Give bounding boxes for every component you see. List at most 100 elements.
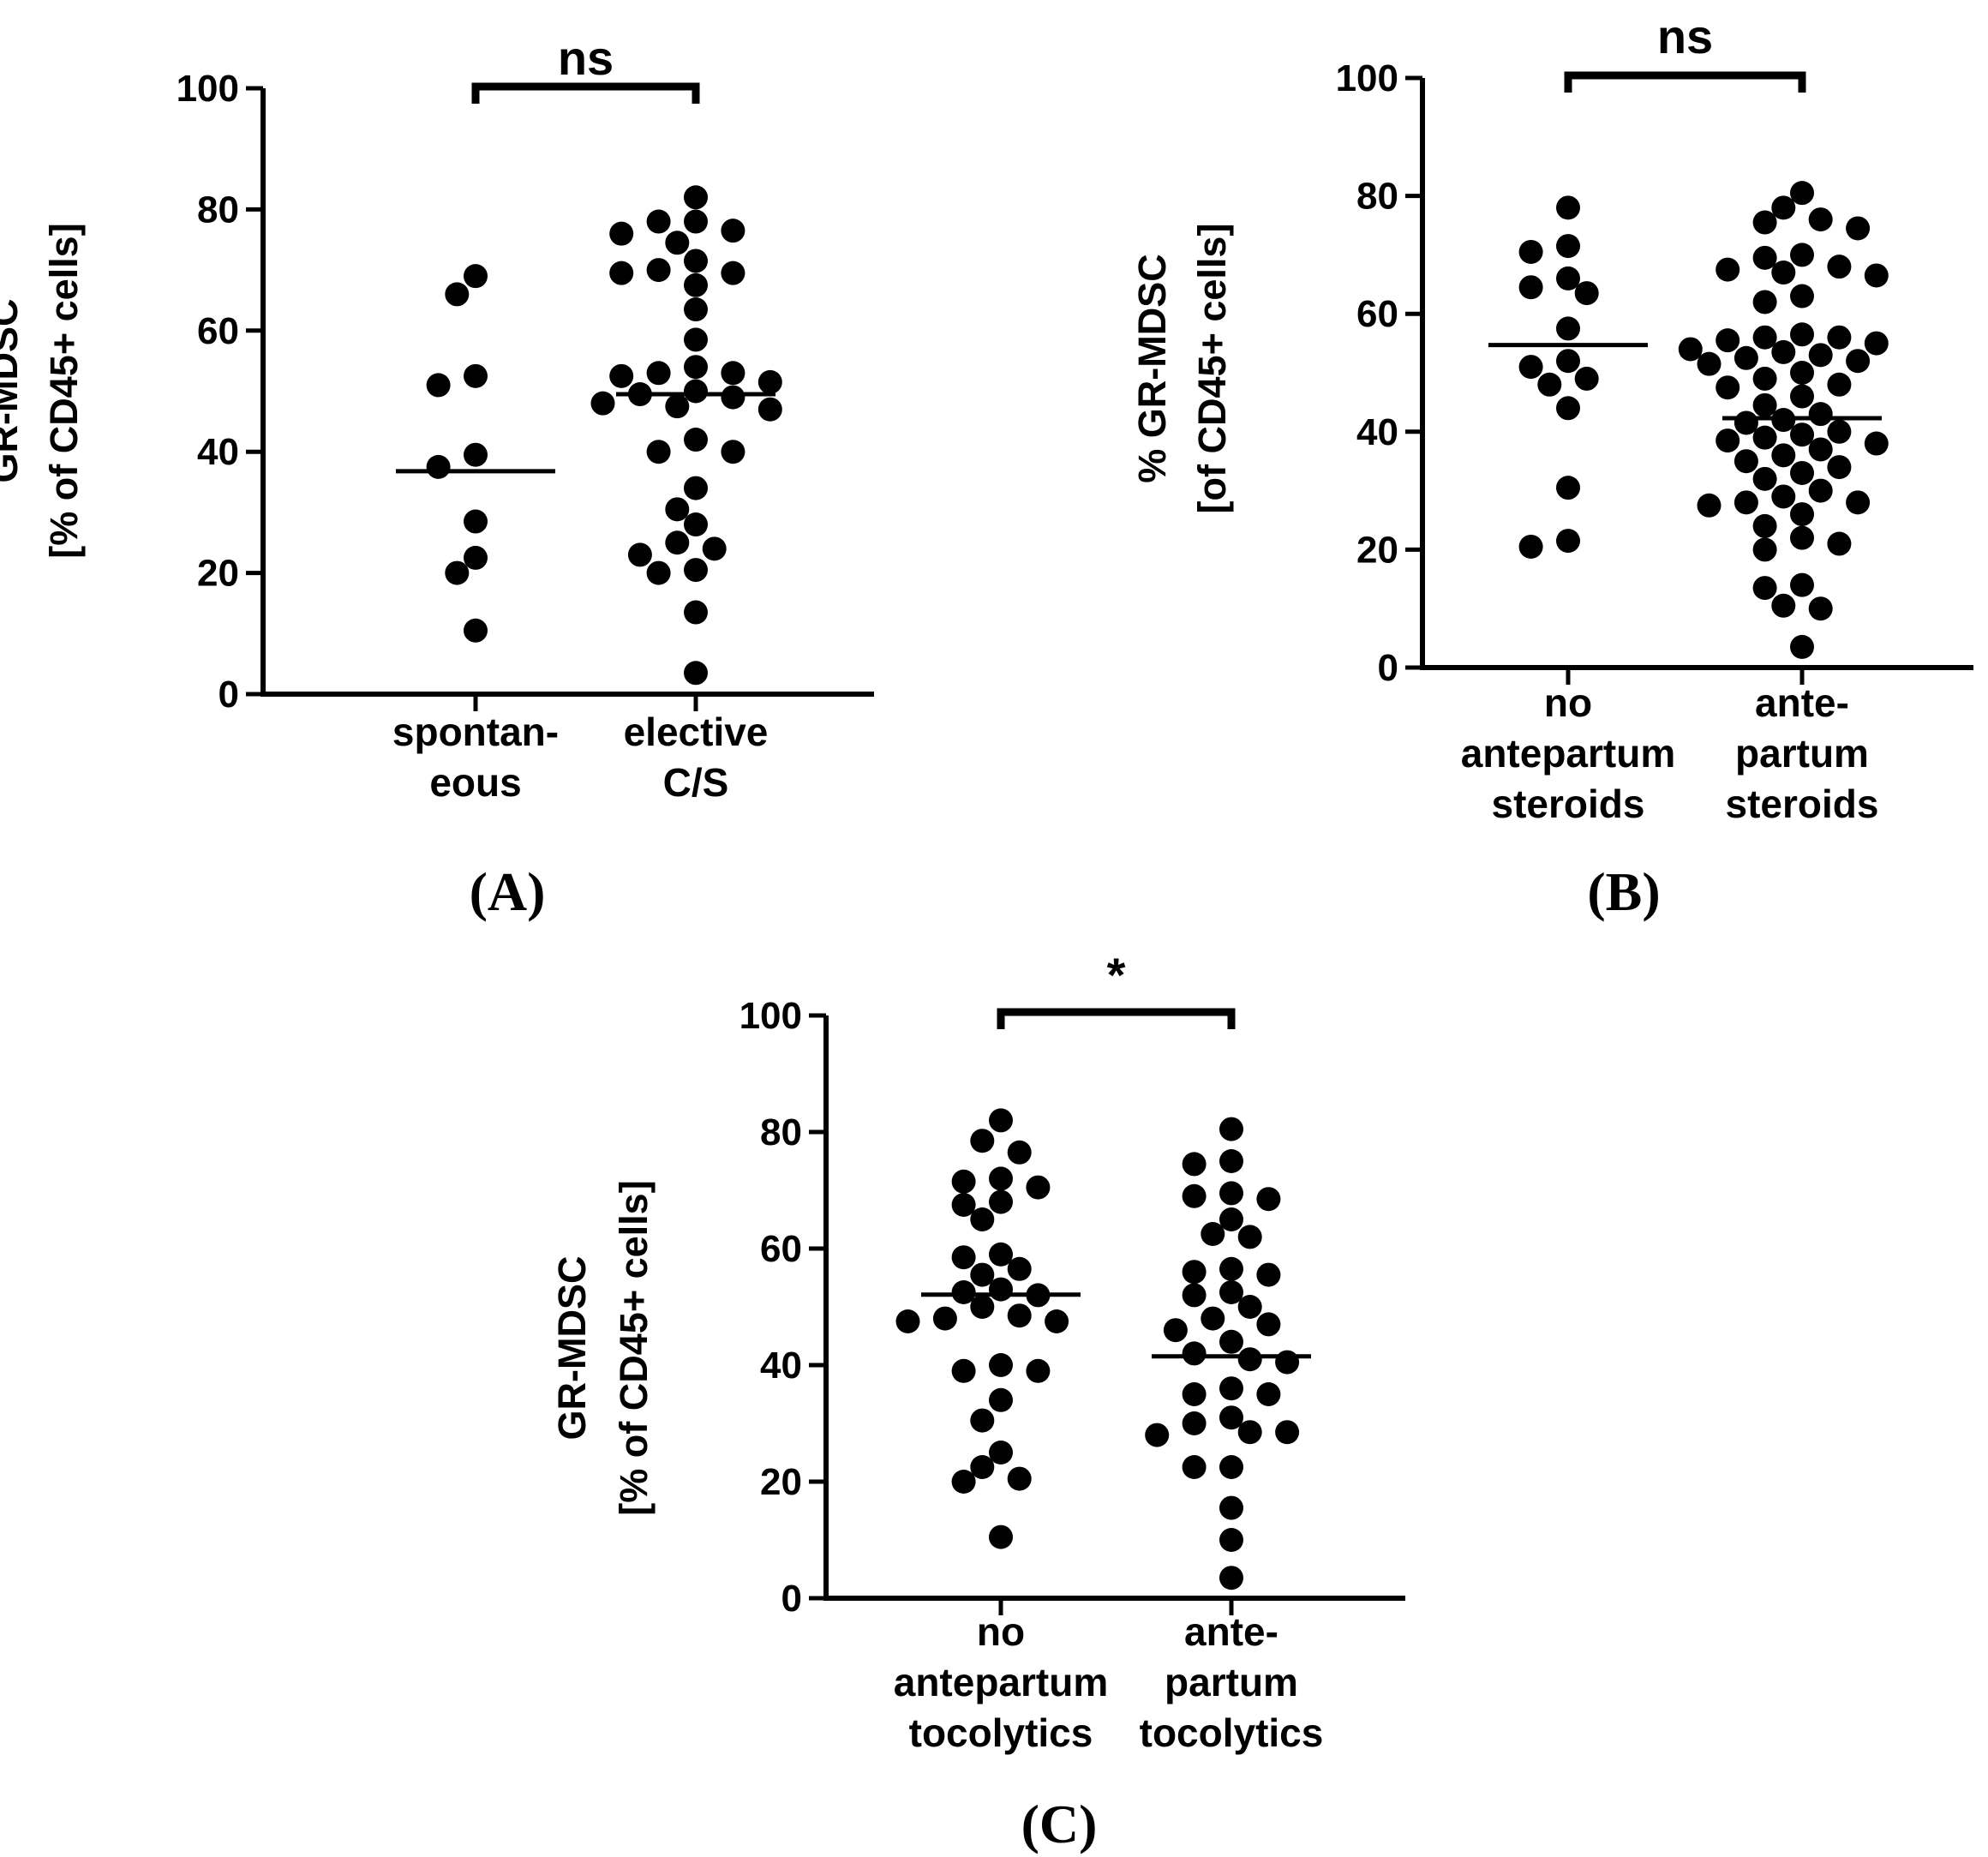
data-point-2 (1771, 484, 1796, 509)
data-point-2 (684, 379, 708, 404)
y-tick-label: 40 (760, 1345, 802, 1387)
data-point-2 (1219, 1117, 1243, 1141)
data-point-2 (1219, 1256, 1243, 1281)
data-point-1 (1537, 372, 1562, 397)
category-label-line: steroids (1726, 782, 1879, 826)
y-axis-title-line: GR-MDSC (0, 299, 26, 483)
data-point-2 (1752, 576, 1777, 601)
y-axis-title-line: [% of CD45+ cells] (612, 1180, 656, 1515)
data-point-2 (1808, 437, 1833, 462)
data-point-2 (1219, 1149, 1243, 1173)
data-point-2 (1237, 1347, 1262, 1372)
data-point-2 (684, 185, 708, 210)
data-point-2 (1771, 339, 1796, 364)
data-point-1 (464, 618, 488, 643)
data-point-2 (684, 273, 708, 297)
data-point-2 (1201, 1306, 1225, 1331)
data-point-2 (1182, 1152, 1207, 1177)
data-point-2 (1237, 1420, 1262, 1445)
data-point-2 (1256, 1382, 1281, 1406)
significance-bracket (471, 82, 700, 104)
data-point-2 (1734, 410, 1758, 435)
data-point-2 (1182, 1455, 1207, 1479)
data-point-1 (989, 1166, 1013, 1191)
data-point-1 (951, 1193, 976, 1217)
data-point-2 (1256, 1312, 1281, 1337)
data-point-2 (684, 476, 708, 500)
significance-bracket (1564, 71, 1806, 93)
category-label-line: antepartum (1461, 731, 1675, 776)
data-point-2 (646, 258, 671, 283)
y-tick-label: 40 (197, 431, 239, 473)
data-point-2 (1219, 1280, 1243, 1304)
data-point-2 (1808, 207, 1833, 232)
data-point-2 (1219, 1329, 1243, 1354)
data-point-2 (1697, 351, 1722, 376)
data-point-2 (1827, 325, 1852, 350)
data-point-2 (1734, 345, 1758, 370)
data-point-2 (1716, 375, 1740, 400)
data-point-2 (1790, 502, 1814, 527)
data-point-2 (684, 209, 708, 234)
data-point-1 (989, 1353, 1013, 1377)
data-point-2 (1790, 572, 1814, 597)
data-point-2 (1846, 216, 1871, 241)
data-point-2 (1752, 325, 1777, 350)
data-point-2 (1219, 1207, 1243, 1231)
data-point-2 (1752, 425, 1777, 450)
data-point-1 (989, 1277, 1013, 1302)
data-point-2 (665, 497, 690, 522)
data-point-1 (970, 1129, 995, 1153)
significance-label: ns (558, 31, 614, 85)
data-point-1 (989, 1441, 1013, 1465)
data-point-2 (1256, 1187, 1281, 1212)
panel-label-a: (A) (470, 861, 546, 922)
data-point-1 (970, 1295, 995, 1319)
data-point-2 (1716, 428, 1740, 453)
data-point-2 (665, 530, 690, 555)
y-tick-label: 60 (197, 310, 239, 352)
data-point-1 (932, 1306, 957, 1331)
data-point-2 (590, 391, 615, 416)
data-point-2 (1237, 1225, 1262, 1249)
data-point-2 (1752, 466, 1777, 491)
category-label-line: eous (429, 760, 521, 805)
data-point-2 (757, 369, 782, 394)
y-tick-label: 20 (197, 553, 239, 595)
category-label-line: tocolytics (1140, 1710, 1324, 1755)
data-point-2 (1752, 537, 1777, 562)
data-point-1 (951, 1358, 976, 1383)
data-point-2 (646, 361, 671, 386)
data-point-2 (721, 440, 746, 464)
data-point-2 (1752, 245, 1777, 270)
data-point-2 (1219, 1181, 1243, 1206)
data-point-1 (989, 1189, 1013, 1214)
data-point-2 (1678, 337, 1703, 362)
data-point-1 (1556, 349, 1580, 374)
y-axis-title-line: % GR-MDSC (1130, 254, 1174, 483)
data-point-2 (1752, 290, 1777, 314)
data-point-2 (1182, 1341, 1207, 1366)
data-point-2 (1808, 596, 1833, 621)
data-point-1 (1574, 281, 1599, 306)
category-label-line: no (1544, 680, 1592, 725)
data-point-1 (895, 1309, 920, 1333)
data-point-2 (1827, 455, 1852, 480)
data-point-2 (684, 558, 708, 583)
data-point-1 (464, 442, 488, 467)
y-tick-label: 100 (740, 995, 802, 1037)
data-point-1 (1556, 396, 1580, 421)
data-point-1 (445, 560, 470, 585)
data-point-2 (646, 209, 671, 234)
data-point-2 (1808, 478, 1833, 503)
data-point-2 (721, 361, 746, 386)
data-point-1 (951, 1245, 976, 1270)
category-label-2: elective C/S (624, 710, 769, 805)
data-point-1 (445, 282, 470, 307)
category-label-line: partum (1165, 1660, 1298, 1704)
data-point-2 (684, 661, 708, 686)
category-label-line: partum (1735, 731, 1869, 776)
y-tick-label: 80 (760, 1111, 802, 1153)
